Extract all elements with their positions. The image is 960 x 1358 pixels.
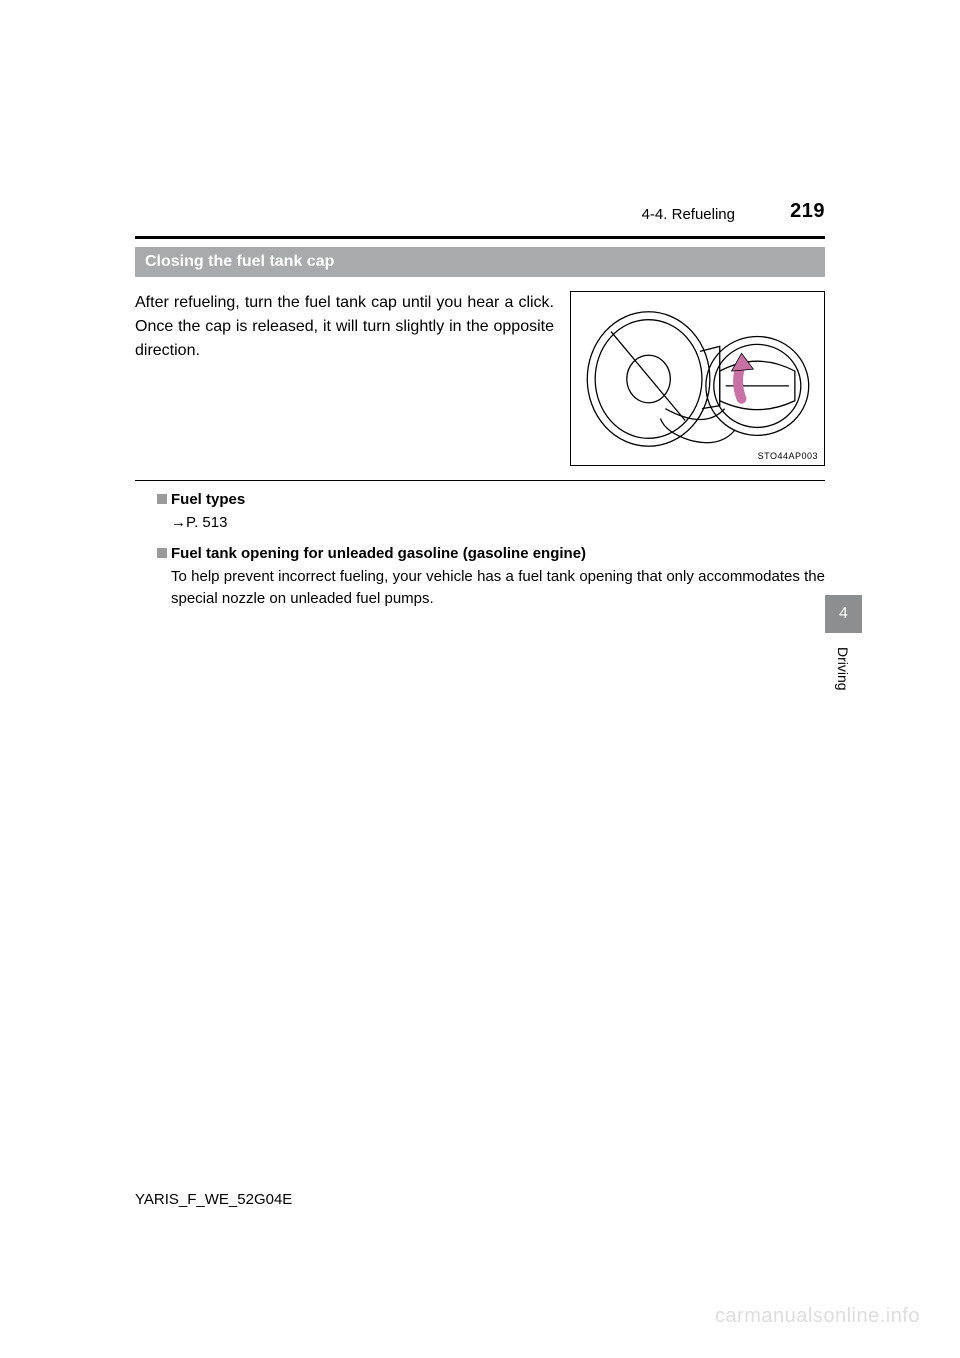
document-code: YARIS_F_WE_52G04E	[135, 1191, 292, 1208]
note-heading: Fuel types	[157, 491, 825, 508]
section-heading-bar: Closing the fuel tank cap	[135, 247, 825, 277]
bullet-square-icon	[157, 494, 167, 504]
header-rule	[135, 236, 825, 239]
section-label: 4-4. Refueling	[642, 206, 735, 223]
note-title: Fuel tank opening for unleaded gasoline …	[171, 545, 586, 562]
note-title: Fuel types	[171, 491, 245, 508]
page-header: 4-4. Refueling 219	[135, 200, 825, 230]
chapter-number: 4	[825, 595, 862, 633]
rotation-arrow-icon	[732, 353, 754, 398]
fuel-cap-illustration	[571, 292, 824, 465]
note-heading: Fuel tank opening for unleaded gasoline …	[157, 545, 825, 562]
chapter-side-tab: 4 Driving	[825, 595, 862, 705]
content-row: After refueling, turn the fuel tank cap …	[135, 291, 825, 466]
divider-rule	[135, 480, 825, 481]
figure-code: STO44AP003	[758, 451, 818, 461]
watermark-text: carmanualsonline.info	[715, 1305, 920, 1328]
notes-section: Fuel types →P. 513 Fuel tank opening for…	[157, 491, 825, 611]
main-paragraph: After refueling, turn the fuel tank cap …	[135, 291, 554, 363]
note-body: To help prevent incorrect fueling, your …	[171, 566, 825, 611]
bullet-square-icon	[157, 548, 167, 558]
chapter-label: Driving	[825, 633, 863, 705]
fuel-cap-figure: STO44AP003	[570, 291, 825, 466]
page-number: 219	[790, 200, 825, 223]
page-content: 4-4. Refueling 219 Closing the fuel tank…	[135, 200, 825, 621]
note-body: →P. 513	[171, 512, 825, 535]
